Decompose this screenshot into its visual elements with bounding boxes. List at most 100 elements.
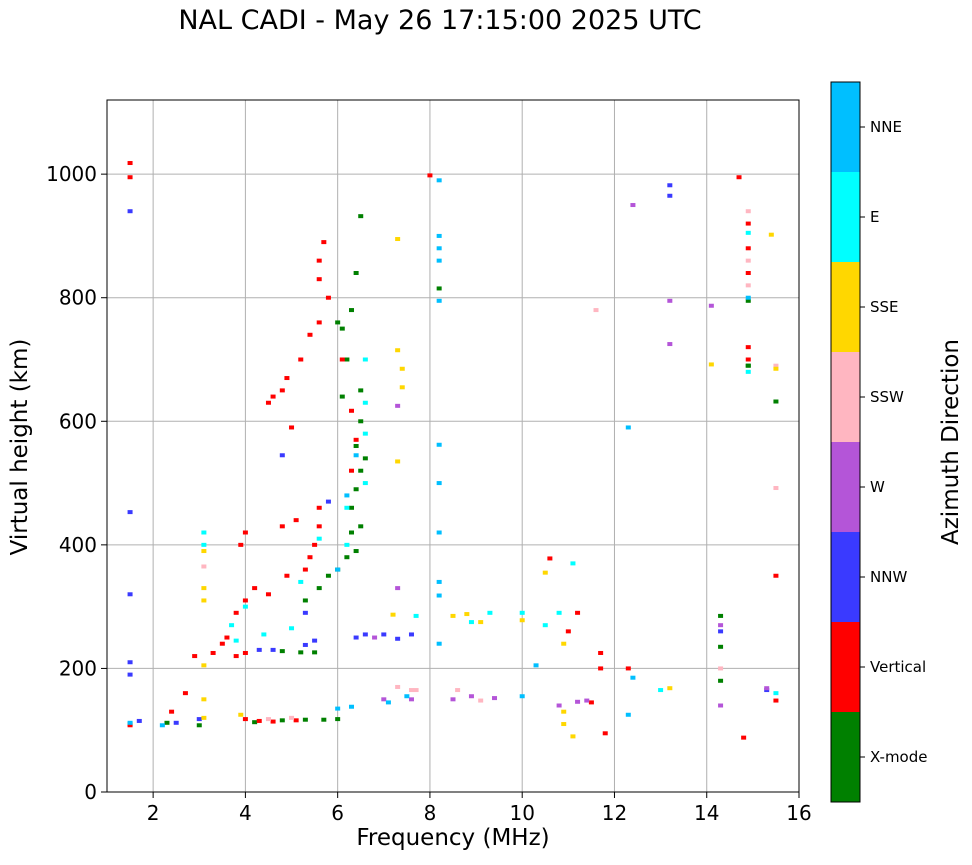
- data-point: [492, 696, 498, 701]
- data-point: [773, 399, 779, 404]
- data-point: [242, 650, 248, 655]
- data-point: [284, 376, 290, 381]
- data-point: [478, 698, 484, 703]
- data-point: [270, 394, 276, 399]
- data-point: [136, 718, 142, 723]
- data-point: [335, 320, 341, 325]
- data-point: [773, 363, 779, 368]
- data-point: [736, 175, 742, 180]
- data-point: [256, 647, 262, 652]
- plot-frame: [106, 99, 800, 793]
- data-point: [302, 642, 308, 647]
- data-point: [625, 666, 631, 671]
- data-point: [349, 704, 355, 709]
- data-point: [561, 709, 567, 714]
- x-tick-label: 16: [786, 801, 811, 825]
- data-point: [265, 717, 271, 722]
- data-point: [238, 542, 244, 547]
- data-point: [256, 718, 262, 723]
- data-point: [279, 524, 285, 529]
- data-point: [718, 703, 724, 708]
- data-point: [436, 530, 442, 535]
- x-tick-label: 2: [147, 801, 160, 825]
- data-point: [279, 388, 285, 393]
- data-point: [265, 400, 271, 405]
- colorbar-frame: [830, 81, 861, 803]
- data-point: [773, 486, 779, 491]
- data-point: [745, 295, 751, 300]
- data-point: [718, 623, 724, 628]
- colorbar-tick-label: NNW: [870, 568, 907, 586]
- data-point: [316, 586, 322, 591]
- data-point: [312, 650, 318, 655]
- data-point: [233, 654, 239, 659]
- data-point: [321, 717, 327, 722]
- colorbar-swatch: [831, 622, 860, 712]
- data-point: [353, 444, 359, 448]
- y-tick-label: 1000: [46, 162, 97, 186]
- data-point: [302, 567, 308, 572]
- data-point: [293, 518, 299, 523]
- data-point: [625, 712, 631, 717]
- data-point: [316, 320, 322, 325]
- data-point: [468, 620, 474, 625]
- data-point: [358, 419, 364, 424]
- data-point: [395, 403, 401, 408]
- x-axis-label: Frequency (MHz): [356, 825, 550, 851]
- y-axis-ticks: 0 200 400 600 800 1000: [46, 162, 107, 804]
- data-point: [385, 700, 391, 705]
- data-point: [302, 598, 308, 603]
- colorbar: X-mode Vertical NNW W SSW SSE E NNE: [830, 81, 927, 803]
- data-point: [201, 697, 207, 702]
- data-point: [159, 723, 165, 728]
- data-point: [547, 556, 553, 561]
- data-point: [316, 258, 322, 263]
- data-point: [127, 209, 133, 214]
- data-point: [127, 175, 133, 180]
- data-point: [408, 697, 414, 702]
- colorbar-swatch: [831, 262, 860, 352]
- data-point: [561, 641, 567, 646]
- data-point: [381, 632, 387, 637]
- data-point: [362, 481, 368, 486]
- data-point: [349, 505, 355, 510]
- colorbar-swatch: [831, 532, 860, 622]
- data-point: [316, 505, 322, 510]
- data-point: [298, 579, 304, 584]
- data-point: [708, 362, 714, 367]
- data-point: [570, 734, 576, 739]
- data-point: [408, 632, 414, 637]
- data-point: [519, 610, 525, 615]
- data-point: [344, 493, 350, 498]
- data-point: [667, 686, 673, 691]
- data-point: [436, 298, 442, 303]
- data-point: [362, 431, 368, 436]
- data-point: [201, 715, 207, 720]
- y-tick-label: 800: [59, 286, 97, 310]
- data-point: [127, 161, 133, 166]
- data-point: [556, 703, 562, 708]
- data-point: [316, 536, 322, 541]
- data-point: [773, 698, 779, 703]
- data-point: [390, 612, 396, 617]
- data-point: [718, 678, 724, 683]
- data-point: [362, 632, 368, 637]
- data-point: [242, 530, 248, 535]
- data-point: [565, 629, 571, 634]
- data-point: [630, 675, 636, 680]
- data-point: [307, 555, 313, 560]
- data-point: [468, 694, 474, 699]
- data-point: [349, 530, 355, 535]
- data-point: [741, 735, 747, 740]
- data-point: [436, 481, 442, 486]
- data-point: [265, 592, 271, 597]
- data-point: [533, 663, 539, 668]
- data-point: [339, 357, 345, 362]
- data-point: [542, 623, 548, 628]
- data-point: [242, 717, 248, 722]
- x-tick-label: 4: [239, 801, 252, 825]
- data-point: [584, 698, 590, 703]
- data-point: [242, 598, 248, 603]
- data-point: [667, 183, 673, 188]
